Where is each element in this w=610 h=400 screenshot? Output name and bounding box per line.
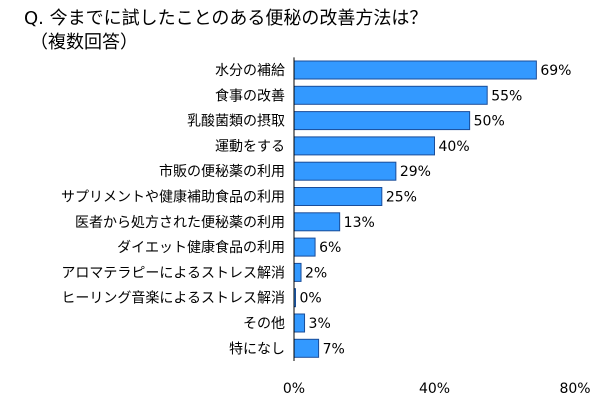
bar [293, 338, 320, 358]
data-label: 6% [319, 240, 341, 256]
x-tick-label: 0% [283, 381, 305, 397]
chart-subtitle: （複数回答） [30, 32, 138, 53]
bar [293, 111, 471, 131]
category-label: 市販の便秘薬の利用 [159, 163, 285, 180]
bar [293, 187, 383, 206]
x-tick-labels: 0% 40% 80% [283, 381, 591, 397]
data-label: 25% [386, 190, 417, 206]
chart-title: Q. 今までに試したことのある便秘の改善方法は？ [24, 8, 428, 29]
bar [293, 237, 316, 257]
category-label: 特になし [229, 341, 285, 357]
data-label: 55% [491, 88, 522, 104]
category-label: ダイエット健康食品の利用 [117, 239, 285, 256]
data-label: 29% [400, 164, 431, 180]
bar [293, 136, 435, 156]
bar-group [293, 60, 537, 358]
category-label: その他 [243, 316, 285, 332]
bar [293, 60, 537, 80]
data-label: 0% [300, 291, 322, 307]
bar [293, 262, 302, 282]
category-label: 食事の改善 [215, 87, 285, 104]
data-label: 40% [439, 139, 470, 155]
category-label: アロマテラピーによるストレス解消 [61, 265, 285, 281]
category-label: 運動をする [215, 139, 285, 155]
category-label: 水分の補給 [215, 63, 285, 79]
data-label: 7% [323, 341, 345, 357]
category-labels: 水分の補給食事の改善乳酸菌類の摂取運動をする市販の便秘薬の利用サプリメントや健康… [61, 63, 285, 357]
bar [293, 161, 397, 181]
x-tick-label: 80% [559, 381, 590, 397]
bar [293, 313, 306, 333]
category-label: 医者から処方された便秘薬の利用 [75, 215, 285, 231]
x-tick-label: 40% [419, 381, 450, 397]
data-label: 50% [474, 114, 505, 130]
category-label: サプリメントや健康補助食品の利用 [61, 189, 285, 206]
data-label: 69% [540, 63, 571, 79]
category-label: ヒーリング音楽によるストレス解消 [61, 290, 285, 307]
bar [293, 85, 488, 105]
data-label: 3% [309, 316, 331, 332]
data-label: 2% [305, 265, 327, 281]
category-label: 乳酸菌類の摂取 [187, 114, 285, 130]
bar [293, 212, 341, 232]
data-labels: 69% 55% 50%40% 29% 25% 13%6% 2% 0% 3% 7% [300, 63, 572, 357]
data-label: 13% [344, 215, 375, 231]
